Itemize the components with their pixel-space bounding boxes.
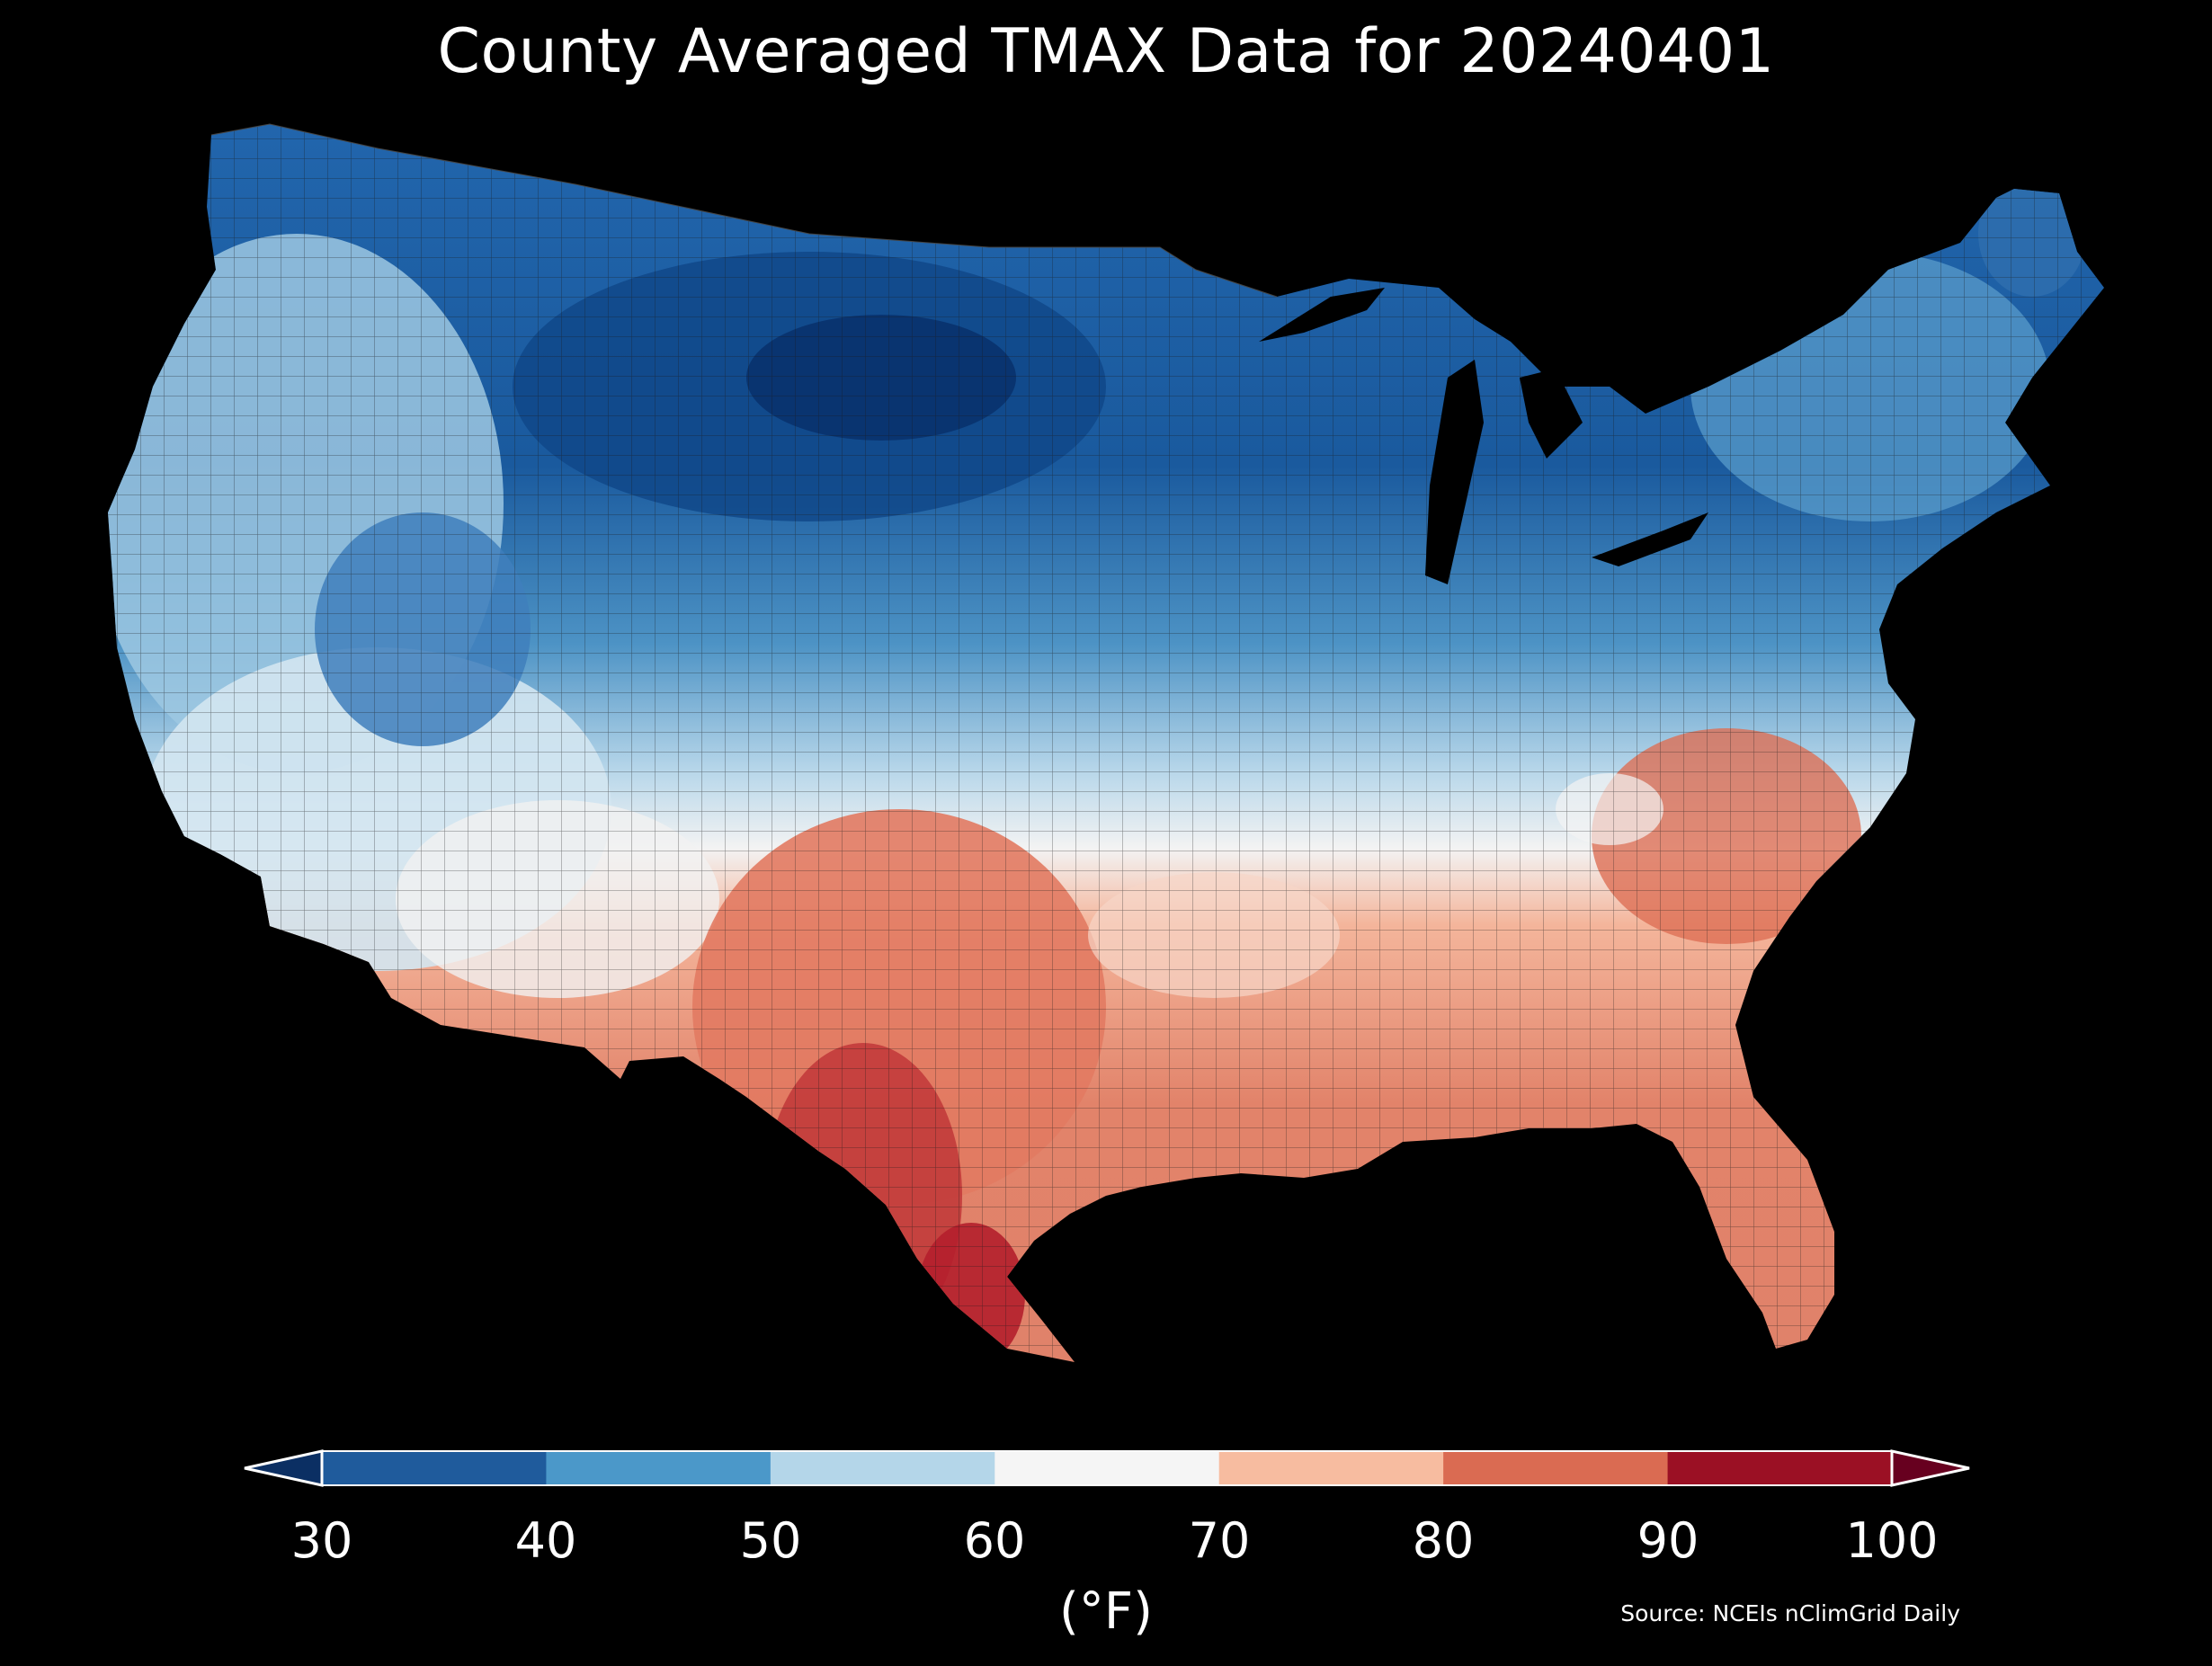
colorbar-bin [1667,1451,1893,1485]
colorbar-bin [770,1451,995,1485]
colorbar-bin [995,1451,1220,1485]
colorbar-tick: 70 [1188,1512,1251,1569]
us-county-tmax-map [108,123,2104,1362]
colorbar-tick: 30 [290,1512,353,1569]
colorbar-tick: 100 [1845,1512,1939,1569]
colorbar-bin [322,1451,547,1485]
colorbar-tick: 50 [739,1512,802,1569]
colorbar-unit-label: (°F) [1059,1582,1153,1641]
map-title: County Averaged TMAX Data for 20240401 [437,16,1775,87]
colorbar-tick: 80 [1412,1512,1475,1569]
colorbar-tick: 60 [963,1512,1026,1569]
great-lakes [1259,288,1708,584]
colorbar-over-arrow [1890,1449,1970,1487]
colorbar-frame [321,1450,1893,1486]
colorbar-under-arrow [244,1449,324,1487]
source-credit: Source: NCEIs nClimGrid Daily [1620,1600,1960,1626]
colorbar-tick: 90 [1637,1512,1699,1569]
colorbar-bin [1218,1451,1444,1485]
colorbar-bin [546,1451,772,1485]
colorbar-tick: 40 [514,1512,577,1569]
colorbar-bin [1443,1451,1669,1485]
